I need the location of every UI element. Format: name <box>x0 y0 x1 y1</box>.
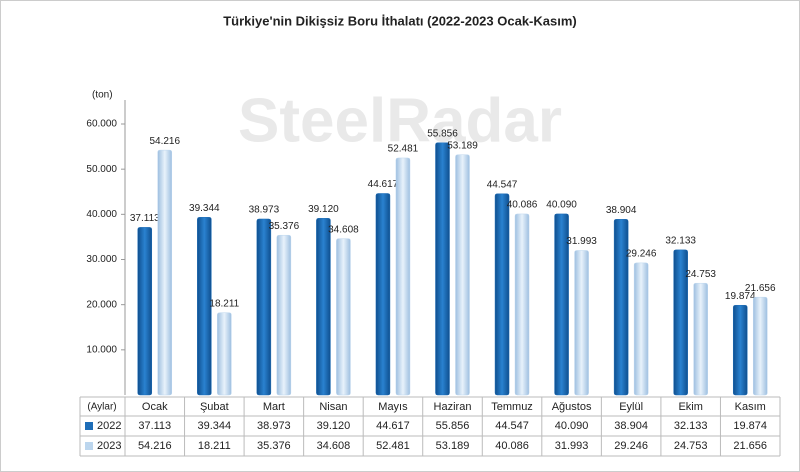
data-label: 34.608 <box>328 224 359 235</box>
data-label: 19.874 <box>725 291 756 302</box>
bar <box>554 213 569 396</box>
bar <box>673 249 688 396</box>
x-tick-label: Ağustos <box>552 401 592 413</box>
x-tick-label: Eylül <box>619 401 643 413</box>
y-tick-label: 60.000 <box>86 119 117 130</box>
y-tick-label: 20.000 <box>86 299 117 310</box>
bar <box>197 217 212 396</box>
x-tick-label: Ekim <box>678 401 702 413</box>
table-cell: 52.481 <box>376 440 410 452</box>
data-label: 40.086 <box>507 200 538 211</box>
bar <box>494 193 510 396</box>
table-header: (Aylar) <box>87 402 116 413</box>
data-label: 29.246 <box>626 249 657 260</box>
data-label: 44.547 <box>487 179 518 190</box>
bar <box>732 304 748 396</box>
data-label: 39.120 <box>308 204 339 215</box>
table-cell: 24.753 <box>674 440 708 452</box>
table-cell: 44.547 <box>495 420 529 432</box>
bar <box>137 227 153 396</box>
y-tick-label: 10.000 <box>86 344 117 355</box>
table-cell: 34.608 <box>317 440 351 452</box>
table-cell: 31.993 <box>555 440 589 452</box>
y-tick-label: 30.000 <box>86 254 117 265</box>
table-cell: 37.113 <box>138 420 171 432</box>
data-label: 37.113 <box>130 213 160 224</box>
x-tick-label: Ocak <box>142 401 168 413</box>
bar <box>752 296 768 396</box>
table-cell: 19.874 <box>733 420 767 432</box>
bar <box>693 282 708 396</box>
table-cell: 55.856 <box>436 420 470 432</box>
bar <box>574 250 589 396</box>
x-tick-label: Temmuz <box>491 401 533 413</box>
data-label: 18.211 <box>209 298 239 309</box>
data-label: 38.973 <box>249 205 280 216</box>
table-cell: 38.904 <box>614 420 648 432</box>
y-tick-label: 40.000 <box>86 209 117 220</box>
bar <box>633 262 649 396</box>
data-label: 54.216 <box>149 136 180 147</box>
bar <box>395 157 411 396</box>
legend-label: 2023 <box>97 440 121 452</box>
data-label: 24.753 <box>685 269 716 280</box>
bar <box>336 238 351 396</box>
table-cell: 44.617 <box>376 420 410 432</box>
table-cell: 21.656 <box>733 440 767 452</box>
x-tick-label: Haziran <box>434 401 472 413</box>
chart-title: Türkiye'nin Dikişsiz Boru İthalatı (2022… <box>223 13 577 28</box>
table-cell: 38.973 <box>257 420 291 432</box>
table-cell: 40.086 <box>495 440 529 452</box>
bar <box>613 219 629 396</box>
watermark: SteelRadar <box>238 86 562 155</box>
y-axis-label: (ton) <box>92 90 113 101</box>
data-label: 52.481 <box>388 144 419 155</box>
x-tick-label: Mayıs <box>378 401 408 413</box>
legend-swatch <box>85 442 93 450</box>
data-label: 40.090 <box>546 200 577 211</box>
data-label: 53.189 <box>447 140 478 151</box>
legend-swatch <box>85 422 93 430</box>
bar <box>217 312 232 396</box>
data-label: 32.133 <box>665 236 696 247</box>
x-tick-label: Mart <box>263 401 285 413</box>
table-cell: 40.090 <box>555 420 589 432</box>
table-cell: 18.211 <box>198 440 231 452</box>
data-label: 31.993 <box>566 236 597 247</box>
bar <box>455 154 470 396</box>
bar <box>514 213 530 396</box>
data-label: 55.856 <box>427 128 458 139</box>
x-tick-label: Kasım <box>735 401 766 413</box>
bar <box>256 218 272 396</box>
data-label: 35.376 <box>269 221 300 232</box>
y-tick-label: 50.000 <box>86 164 117 175</box>
table-cell: 39.120 <box>317 420 351 432</box>
table-cell: 53.189 <box>436 440 470 452</box>
bar <box>375 193 391 396</box>
x-tick-label: Şubat <box>200 401 229 413</box>
table-cell: 35.376 <box>257 440 291 452</box>
table-cell: 29.246 <box>614 440 648 452</box>
legend-label: 2022 <box>97 420 121 432</box>
bar <box>435 142 450 396</box>
data-label: 38.904 <box>606 205 637 216</box>
bar <box>316 218 331 396</box>
table-cell: 54.216 <box>138 440 172 452</box>
table-cell: 39.344 <box>197 420 231 432</box>
bar <box>276 234 292 396</box>
data-label: 44.617 <box>368 179 399 190</box>
data-label: 39.344 <box>189 203 220 214</box>
x-tick-label: Nisan <box>319 401 347 413</box>
bar <box>157 149 173 396</box>
data-label: 21.656 <box>745 283 776 294</box>
table-cell: 32.133 <box>674 420 708 432</box>
